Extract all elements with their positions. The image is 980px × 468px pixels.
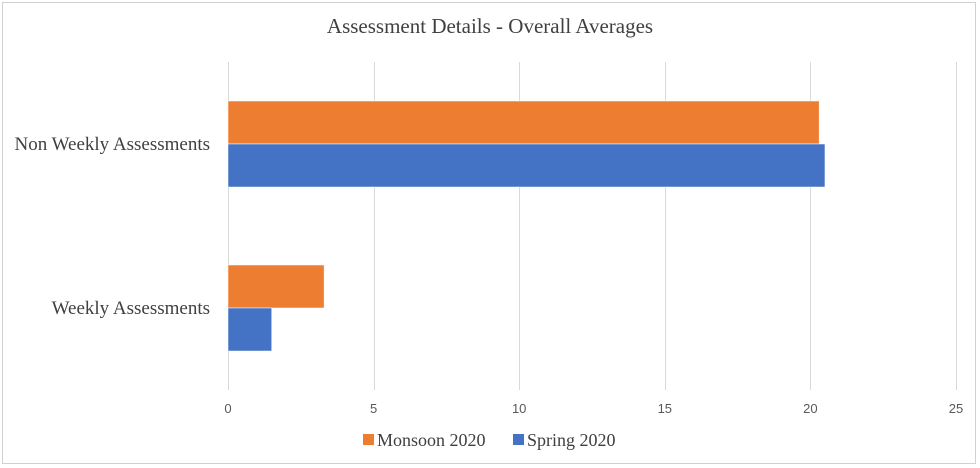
legend-swatch (513, 434, 524, 445)
bar-monsoon-2020-0 (227, 100, 820, 145)
legend-swatch (363, 434, 374, 445)
x-tick-label: 5 (370, 401, 377, 416)
legend-label: Monsoon 2020 (377, 430, 486, 450)
x-tick-label: 25 (949, 401, 963, 416)
bar-monsoon-2020-1 (227, 264, 325, 309)
x-tick-label: 0 (224, 401, 231, 416)
category-label: Non Weekly Assessments (14, 134, 210, 155)
bars (227, 100, 826, 352)
chart-title: Assessment Details - Overall Averages (327, 14, 653, 38)
category-label: Weekly Assessments (52, 298, 210, 319)
legend: Monsoon 2020 Spring 2020 (363, 430, 616, 450)
category-labels: Non Weekly Assessments Weekly Assessments (14, 134, 210, 319)
x-tick-label: 20 (803, 401, 817, 416)
x-tick-label: 15 (658, 401, 672, 416)
x-tick-label: 10 (512, 401, 526, 416)
legend-label: Spring 2020 (527, 430, 616, 450)
x-tick-labels: 0 5 10 15 20 25 (224, 401, 963, 416)
bar-spring-2020-1 (227, 307, 272, 352)
bar-spring-2020-0 (227, 143, 826, 188)
